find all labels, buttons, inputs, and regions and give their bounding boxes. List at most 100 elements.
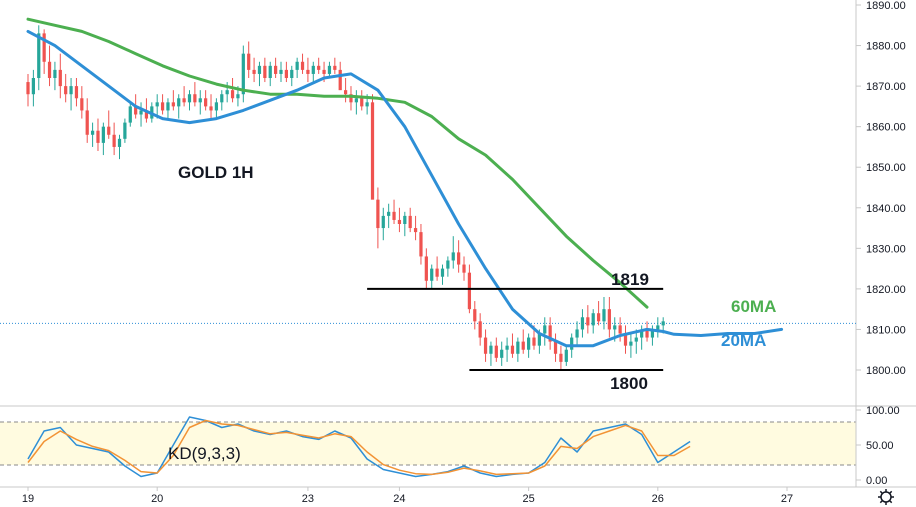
candle-body (85, 110, 89, 135)
candle-body (462, 264, 466, 273)
candle-body (640, 329, 644, 338)
candle-body (478, 321, 482, 338)
candle-body (300, 61, 305, 70)
candle-body (570, 337, 574, 350)
candle-body (101, 126, 105, 143)
candle-body (160, 102, 165, 111)
annotations: 1819 1800 60MA 20MA (367, 270, 776, 393)
candle-body (247, 53, 251, 70)
kd-line-k (27, 416, 691, 478)
candle-body (661, 321, 665, 326)
candle-body (613, 325, 617, 330)
candle-body (284, 69, 288, 78)
candle-body (90, 130, 95, 135)
candle-body (241, 53, 245, 95)
candle-body (209, 106, 213, 111)
kd-band (0, 422, 856, 465)
candle-body (537, 333, 541, 346)
candle-body (225, 90, 229, 95)
candle-body (413, 228, 418, 233)
candle-body (370, 102, 375, 200)
price-tick-label: 1880.00 (866, 41, 906, 53)
support-label-1800: 1800 (610, 374, 648, 393)
price-tick-label: 1800.00 (866, 365, 906, 377)
time-tick-label: 27 (781, 493, 793, 505)
candle-body (47, 61, 52, 78)
candle-body (618, 325, 622, 334)
candle-body (457, 252, 461, 265)
candle-body (274, 65, 278, 74)
candle-body (360, 98, 364, 107)
resistance-label-1819: 1819 (611, 270, 649, 289)
kd-lines (27, 416, 691, 478)
candle-body (446, 260, 450, 269)
time-tick-label: 25 (522, 493, 534, 505)
candle-body (139, 110, 143, 115)
candle-body (107, 126, 111, 135)
candle-body (365, 102, 369, 107)
candle-body (532, 337, 536, 346)
candle-body (166, 102, 170, 111)
candle-body (322, 69, 326, 74)
price-tick-label: 1860.00 (866, 122, 906, 134)
main-plot-area (0, 0, 856, 405)
candle-body (564, 349, 568, 362)
candle-body (403, 215, 407, 224)
time-tick-label: 26 (652, 493, 664, 505)
candle-body (435, 268, 439, 277)
price-tick-label: 1850.00 (866, 162, 906, 174)
candle-body (543, 325, 547, 334)
candle-body (424, 256, 428, 281)
candle-body (198, 98, 202, 103)
candle-body (381, 215, 385, 229)
settings-gear-icon[interactable] (878, 489, 894, 505)
candle-body (387, 211, 391, 216)
candle-body (220, 94, 224, 103)
candle-body (263, 65, 267, 78)
price-axis-ticks: 1890.00 1880.00 1870.00 1860.00 1850.00 1840.… (856, 0, 906, 377)
candle-body (123, 122, 127, 139)
candle-body (343, 90, 348, 95)
candle-body (26, 82, 30, 95)
kd-tick-label: 100.00 (866, 405, 900, 417)
candle-body (575, 329, 579, 338)
price-tick-label: 1890.00 (866, 0, 906, 12)
candle-body (252, 69, 256, 74)
candle-body (236, 94, 240, 99)
candle-body (473, 309, 477, 322)
candle-body (279, 69, 283, 74)
candle-body (177, 98, 181, 107)
candle-body (656, 325, 660, 330)
candle-body (257, 65, 262, 74)
candle-body (214, 102, 219, 111)
candle-body (505, 345, 509, 350)
candle-body (338, 69, 342, 91)
candle-body (155, 102, 159, 107)
kd-line-d (27, 419, 691, 476)
candle-body (144, 110, 149, 119)
candle-body (451, 252, 455, 261)
candle-body (500, 349, 504, 358)
price-tick-label: 1810.00 (866, 324, 906, 336)
candle-body (591, 313, 595, 326)
candle-body (440, 268, 445, 277)
candle-body (494, 345, 498, 358)
candle-body (634, 337, 638, 342)
candle-body (128, 106, 132, 123)
candle-body (586, 317, 590, 326)
chart-title: GOLD 1H (178, 163, 254, 182)
candle-body (74, 86, 79, 99)
candle-body (295, 61, 299, 70)
candle-body (607, 309, 611, 330)
candle-body (64, 86, 68, 95)
candle-body (527, 337, 531, 350)
candle-body (31, 78, 35, 95)
kd-tick-label: 0.00 (866, 475, 887, 487)
candle-body (516, 341, 520, 354)
price-tick-label: 1830.00 (866, 243, 906, 255)
candle-body (489, 345, 493, 354)
candle-body (230, 90, 235, 99)
candle-body (268, 65, 272, 78)
candle-body (553, 341, 558, 354)
